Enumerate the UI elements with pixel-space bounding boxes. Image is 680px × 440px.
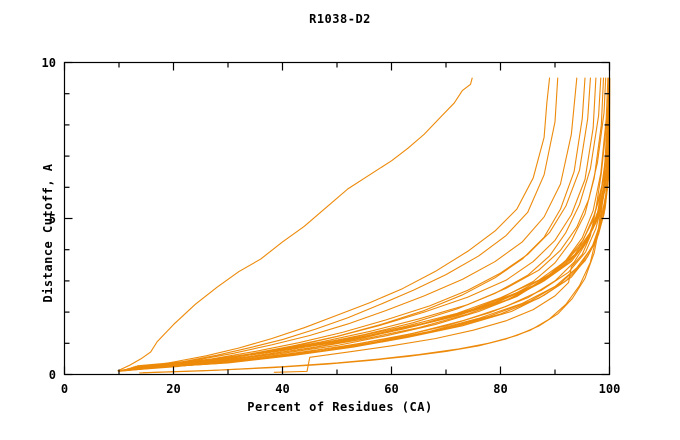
data-curve [127, 77, 611, 370]
x-tick-label: 100 [598, 381, 621, 396]
x-tick-label: 80 [493, 381, 508, 396]
data-curve [123, 77, 591, 371]
y-tick-label: 0 [48, 367, 56, 382]
y-axis-label: Distance Cutoff, A [41, 163, 55, 303]
data-curve [117, 77, 473, 372]
data-curve [121, 77, 609, 371]
x-tick-label: 40 [275, 381, 290, 396]
y-tick-label: 10 [41, 55, 56, 70]
page-title: R1038-D2 [309, 12, 371, 26]
x-tick-label: 0 [60, 381, 69, 396]
data-curve [136, 77, 611, 367]
data-curve [142, 77, 611, 374]
curves-layer [117, 77, 611, 374]
axes-layer [63, 61, 611, 376]
data-curve [119, 77, 559, 372]
x-tick-label: 60 [384, 381, 399, 396]
data-curve [121, 77, 578, 371]
data-curve [118, 77, 586, 372]
data-curve [117, 77, 551, 372]
data-curve [139, 77, 611, 374]
data-curve [134, 77, 611, 367]
x-tick-label: 20 [166, 381, 181, 396]
data-curve [273, 77, 611, 373]
x-axis-label: Percent of Residues (CA) [247, 400, 433, 414]
y-tick-label: 5 [48, 211, 56, 226]
data-curve [120, 77, 597, 372]
data-curve [129, 77, 611, 370]
